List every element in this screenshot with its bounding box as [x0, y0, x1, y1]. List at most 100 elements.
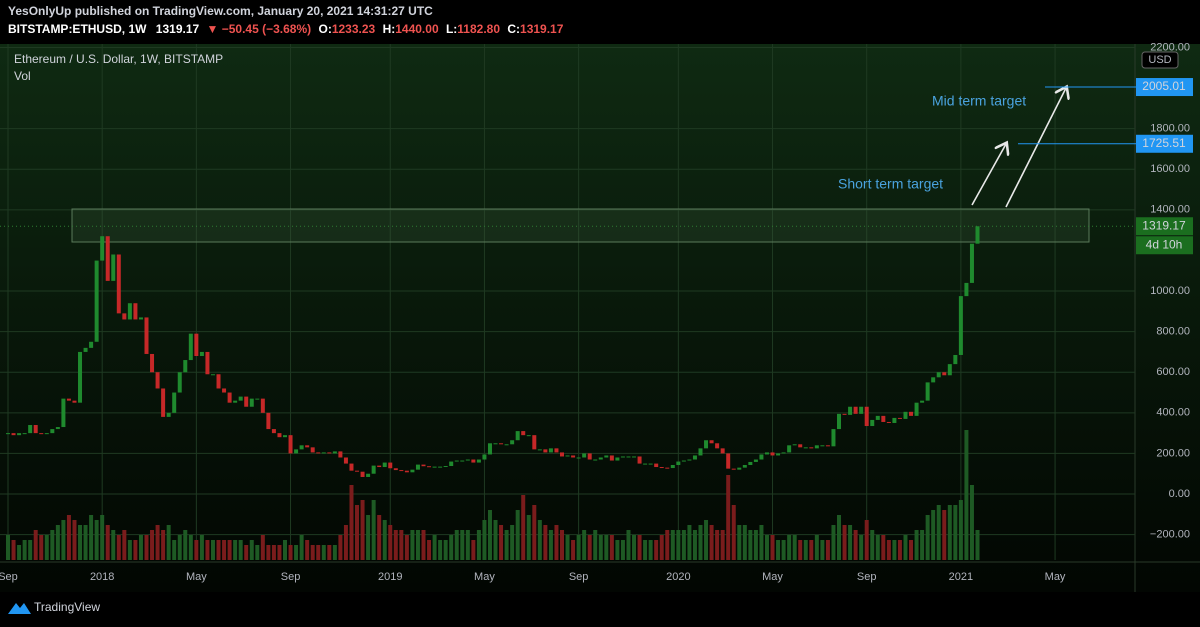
volume-bar — [355, 505, 360, 560]
volume-bar — [404, 535, 409, 560]
candle — [94, 260, 99, 342]
volume-bar — [870, 530, 875, 560]
volume-bar — [55, 525, 60, 560]
series — [6, 226, 980, 560]
candle — [294, 449, 299, 454]
volume-bar — [50, 530, 55, 560]
candle — [975, 226, 980, 244]
volume-bar — [504, 530, 509, 560]
volume-bar — [188, 535, 193, 560]
candle — [632, 456, 637, 458]
candle — [532, 435, 537, 450]
last: 1319.17 — [156, 22, 200, 36]
candle — [925, 382, 930, 401]
l-value: 1182.80 — [457, 22, 500, 36]
h-value: 1440.00 — [395, 22, 439, 36]
volume-bar — [222, 540, 227, 560]
y-tick-label: 0.00 — [1169, 488, 1190, 500]
volume-bar — [676, 530, 681, 560]
candle — [465, 459, 470, 461]
x-tick-label: 2018 — [90, 571, 114, 583]
candle — [321, 452, 326, 454]
volume-bar — [704, 520, 709, 560]
volume-bar — [338, 535, 343, 560]
volume-bar — [360, 500, 365, 560]
volume-bar — [654, 540, 659, 560]
volume-bar — [521, 495, 526, 560]
candle — [244, 396, 249, 407]
volume-bar — [183, 530, 188, 560]
candle — [427, 466, 432, 468]
volume-bar — [626, 530, 631, 560]
candle — [343, 457, 348, 464]
annotation: Mid term target — [932, 93, 1026, 109]
volume-bar — [526, 515, 531, 560]
o-label: O: — [318, 22, 331, 36]
volume-bar — [199, 535, 204, 560]
logo: TradingView — [8, 600, 100, 614]
volume-bar — [449, 535, 454, 560]
volume-bar — [316, 545, 321, 560]
volume-bar — [366, 515, 371, 560]
volume-bar — [233, 540, 238, 560]
volume-bar — [83, 525, 88, 560]
price-label: 2005.01 — [1142, 79, 1186, 93]
volume-bar — [144, 535, 149, 560]
candle — [260, 398, 265, 413]
candle — [393, 468, 398, 471]
logo-icon — [8, 603, 31, 614]
volume-bar — [853, 530, 858, 560]
candle — [748, 461, 753, 466]
volume-bar — [249, 540, 254, 560]
h-label: H: — [383, 22, 396, 36]
volume-bar — [975, 530, 980, 560]
candle — [964, 282, 969, 297]
volume-bar — [615, 540, 620, 560]
candle — [870, 419, 875, 427]
candle — [582, 453, 587, 458]
volume-bar — [89, 515, 94, 560]
candle — [227, 392, 232, 403]
volume-bar — [343, 525, 348, 560]
candle — [72, 400, 77, 403]
volume-bar — [543, 525, 548, 560]
volume-bar — [715, 530, 720, 560]
y-tick-label: 1000.00 — [1150, 285, 1190, 297]
volume-bar — [665, 530, 670, 560]
candle — [6, 433, 10, 435]
volume-bar — [510, 525, 515, 560]
volume-bar — [681, 530, 686, 560]
volume-bar — [305, 540, 310, 560]
volume-bar — [161, 530, 166, 560]
candle — [388, 462, 393, 469]
x-tick-label: May — [186, 571, 207, 583]
volume-bar — [6, 535, 10, 560]
candle — [687, 459, 692, 461]
symbol-line: BITSTAMP:ETHUSD, 1W 1319.17 ▼ −50.45 (−3… — [8, 22, 564, 36]
countdown: 4d 10h — [1146, 237, 1183, 251]
volume-bar — [753, 530, 758, 560]
candle — [216, 374, 221, 389]
volume-bar — [39, 535, 44, 560]
volume-bar — [105, 525, 110, 560]
candle — [560, 452, 564, 457]
candle — [155, 372, 160, 389]
volume-bar — [216, 540, 221, 560]
volume-bar — [22, 540, 27, 560]
volume-bar — [648, 540, 653, 560]
candle — [199, 351, 204, 356]
candle — [17, 433, 22, 436]
price-label-box — [1136, 78, 1193, 97]
candle — [587, 453, 592, 460]
candle — [371, 465, 376, 474]
candle — [692, 455, 697, 460]
header-bg — [0, 0, 1200, 44]
candle — [953, 354, 958, 365]
volume-bar — [864, 520, 869, 560]
candle — [792, 444, 797, 446]
candle — [327, 452, 332, 454]
candle — [698, 448, 703, 456]
x-tick-label: Sep — [569, 571, 589, 583]
volume-bar — [487, 510, 492, 560]
